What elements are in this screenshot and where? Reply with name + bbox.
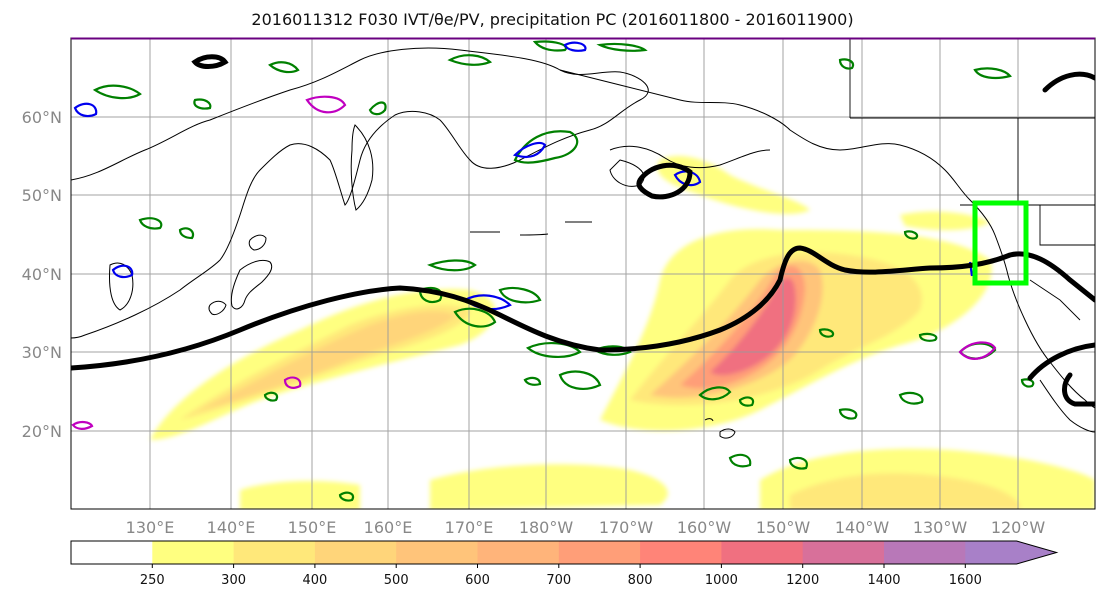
- lon-label: 130°W: [913, 518, 968, 537]
- lon-label: 130°E: [126, 518, 175, 537]
- colorbar-segment: [314, 541, 397, 564]
- colorbar-tick-label: 250: [140, 573, 165, 588]
- colorbar-segment: [558, 541, 641, 564]
- colorbar-tick-label: 300: [221, 573, 246, 588]
- colorbar-tick-label: 800: [628, 573, 653, 588]
- colorbar: 250 300 400 500 600 700 800 1000 1200 1400 1600: [70, 540, 1059, 588]
- lon-label: 160°E: [364, 518, 413, 537]
- lat-label: 60°N: [22, 108, 62, 127]
- lat-label: 50°N: [22, 186, 62, 205]
- lon-label: 180°W: [519, 518, 574, 537]
- pv-magenta-contours: [71, 95, 997, 430]
- lat-label: 40°N: [22, 265, 62, 284]
- lat-label: 20°N: [22, 422, 62, 441]
- lon-label: 170°W: [599, 518, 654, 537]
- colorbar-segment: [965, 541, 1057, 564]
- colorbar-segment: [640, 541, 722, 564]
- lon-label: 140°E: [207, 518, 256, 537]
- colorbar-ticks: 250 300 400 500 600 700 800 1000 1200 1400 1600: [140, 564, 982, 588]
- colorbar-segment: [233, 541, 316, 564]
- coastlines: [71, 47, 1095, 439]
- colorbar-tick-label: 600: [465, 573, 490, 588]
- lon-label: 160°W: [677, 518, 732, 537]
- longitude-labels: 130°E 140°E 150°E 160°E 170°E 180°W 170°…: [126, 518, 1046, 537]
- lon-label: 150°W: [756, 518, 811, 537]
- colorbar-outline: [70, 540, 1059, 565]
- lon-label: 120°W: [991, 518, 1046, 537]
- lat-label: 30°N: [22, 343, 62, 362]
- colorbar-segment: [884, 541, 966, 564]
- colorbar-tick-label: 1000: [705, 573, 738, 588]
- theta-e-contours: [92, 40, 1035, 502]
- page-title: 2016011312 F030 IVT/θe/PV, precipitation…: [251, 10, 854, 29]
- colorbar-segment: [802, 541, 885, 564]
- lon-label: 140°W: [835, 518, 890, 537]
- region-highlight-box: [972, 200, 1029, 286]
- latitude-labels: 60°N 50°N 40°N 30°N 20°N: [22, 108, 62, 441]
- lon-label: 170°E: [445, 518, 494, 537]
- colorbar-tick-label: 1600: [949, 573, 982, 588]
- map-content: [71, 38, 1095, 509]
- colorbar-tick-label: 1200: [786, 573, 819, 588]
- colorbar-tick-label: 1400: [867, 573, 900, 588]
- lon-label: 150°E: [288, 518, 337, 537]
- colorbar-segment: [152, 541, 235, 564]
- colorbar-tick-label: 500: [384, 573, 409, 588]
- colorbar-segment: [721, 541, 804, 564]
- colorbar-tick-label: 700: [546, 573, 571, 588]
- colorbar-tick-label: 400: [302, 573, 327, 588]
- colorbar-segments: [70, 540, 1059, 565]
- colorbar-segment: [71, 541, 153, 564]
- colorbar-segment: [396, 541, 478, 564]
- ivt-shading: [150, 155, 1095, 509]
- colorbar-segment: [477, 541, 560, 564]
- jet-contours: [71, 54, 1095, 407]
- borders: [849, 38, 1095, 321]
